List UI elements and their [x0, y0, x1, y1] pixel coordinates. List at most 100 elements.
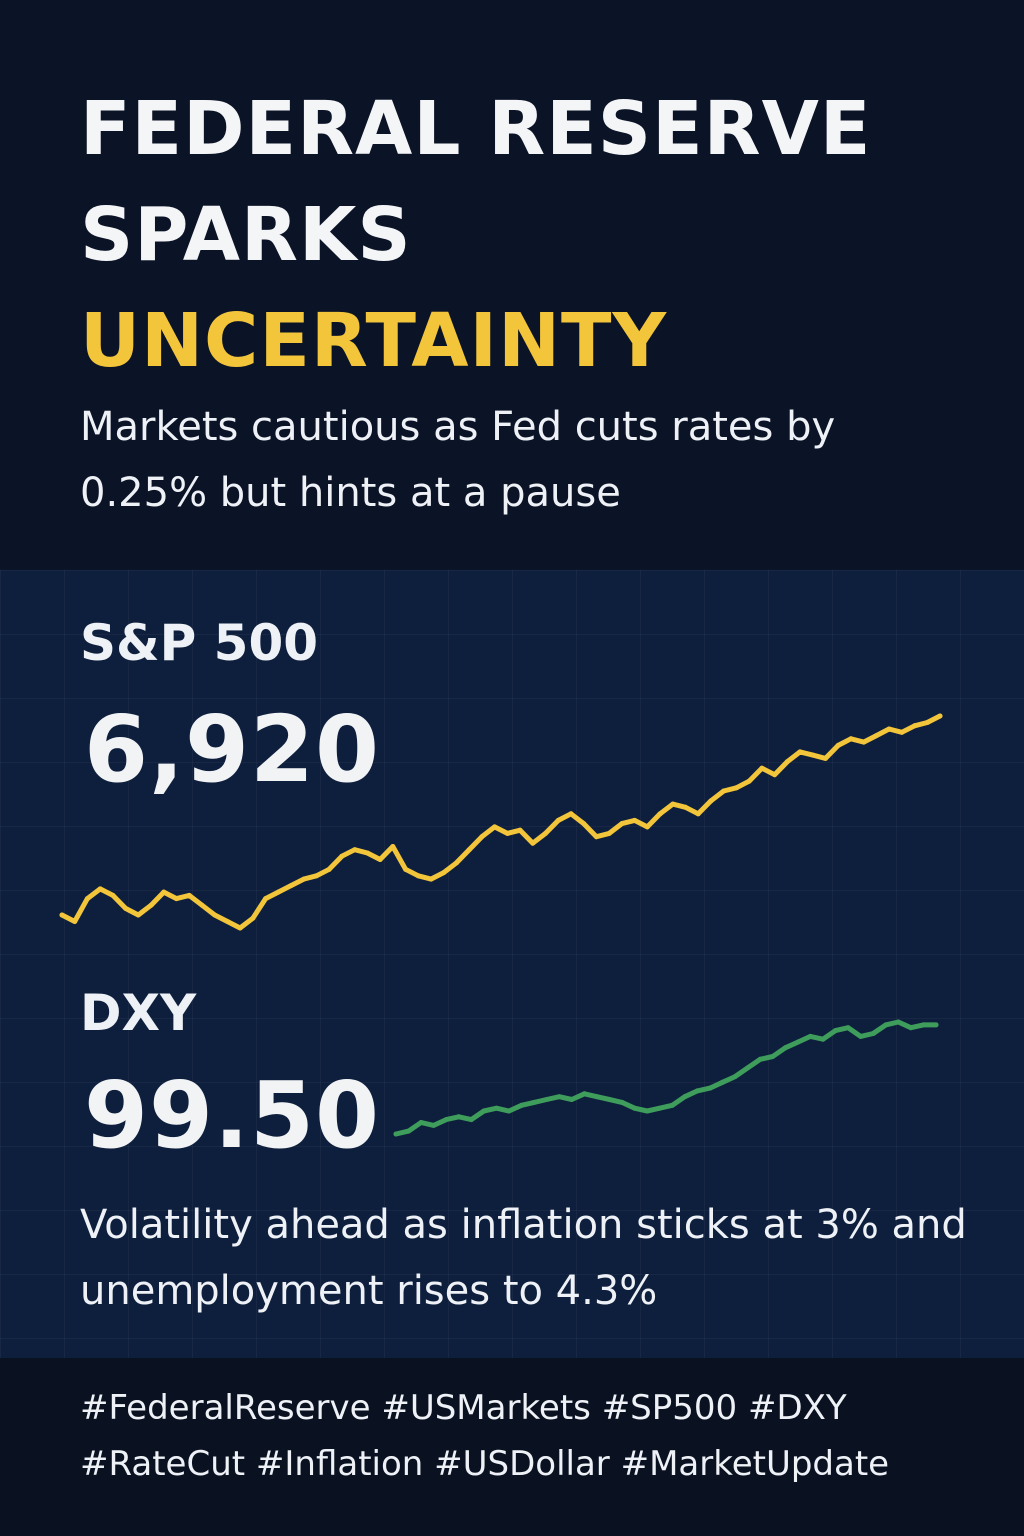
sp500-point-63	[861, 739, 867, 745]
sp500-value: 6,920	[84, 696, 381, 803]
sp500-point-51	[708, 798, 714, 804]
dxy-point-24	[694, 1088, 700, 1094]
dxy-point-14	[569, 1097, 575, 1102]
sp500-point-47	[657, 811, 663, 817]
dxy-point-29	[757, 1056, 763, 1062]
dxy-point-31	[782, 1045, 788, 1051]
sp500-point-34	[492, 824, 498, 830]
sp500-point-1	[72, 919, 78, 924]
dxy-line	[393, 1019, 939, 1137]
dxy-point-20	[644, 1108, 650, 1114]
hashtags-line-2: #RateCut #Inflation #USDollar #MarketUpd…	[80, 1444, 890, 1484]
dxy-label: DXY	[80, 984, 197, 1042]
sp500-point-29	[428, 876, 434, 882]
sp500-point-64	[873, 733, 879, 739]
dxy-point-22	[669, 1102, 675, 1108]
sp500-point-3	[97, 886, 103, 892]
dxy-point-17	[607, 1097, 612, 1102]
dxy-point-26	[720, 1079, 725, 1085]
sp500-point-25	[377, 857, 383, 862]
sp500-label: S&P 500	[80, 614, 319, 672]
dxy-points	[393, 1019, 939, 1137]
dxy-point-27	[732, 1074, 738, 1080]
sp500-point-12	[212, 912, 218, 918]
dxy-point-30	[770, 1054, 776, 1059]
sp500-point-8	[161, 889, 167, 895]
sp500-point-20	[314, 873, 319, 879]
dxy-point-12	[544, 1097, 550, 1102]
dxy-point-13	[556, 1094, 562, 1100]
sp500-point-21	[326, 866, 332, 872]
sp500-point-13	[224, 919, 230, 924]
dxy-point-4	[443, 1117, 449, 1123]
sp500-point-67	[912, 723, 918, 729]
sp500-points	[59, 713, 943, 931]
sp500-point-18	[288, 883, 294, 889]
sp500-point-30	[441, 870, 447, 876]
sp500-point-9	[174, 896, 179, 902]
dxy-point-15	[581, 1091, 587, 1097]
dxy-point-38	[870, 1031, 876, 1036]
sp500-point-68	[924, 720, 930, 725]
dxy-point-40	[895, 1019, 901, 1025]
sp500-point-22	[339, 853, 345, 859]
dxy-point-32	[795, 1039, 801, 1045]
dxy-point-10	[519, 1102, 525, 1108]
sp500-point-65	[886, 726, 892, 732]
sp500-line	[59, 713, 943, 931]
hashtags: #FederalReserve #USMarkets #SP500 #DXY #…	[80, 1380, 980, 1492]
dxy-point-33	[807, 1033, 813, 1039]
dxy-point-6	[468, 1117, 474, 1123]
headline: FEDERAL RESERVE SPARKS UNCERTAINTY	[80, 76, 871, 394]
dxy-point-41	[908, 1025, 914, 1031]
dxy-point-25	[707, 1085, 713, 1091]
sp500-point-5	[123, 905, 129, 911]
sp500-point-50	[695, 811, 701, 817]
sp500-point-62	[848, 736, 854, 742]
footer	[0, 1358, 1024, 1536]
dxy-point-43	[933, 1022, 939, 1028]
dxy-point-7	[481, 1108, 487, 1114]
sp500-point-16	[263, 896, 269, 902]
market-panel	[0, 570, 1024, 1358]
sp500-point-23	[352, 847, 358, 853]
sp500-point-53	[733, 785, 739, 791]
sp500-point-56	[772, 772, 778, 778]
sp500-point-54	[746, 778, 752, 784]
sp500-point-52	[721, 788, 727, 794]
sp500-point-36	[517, 827, 523, 833]
dxy-point-3	[431, 1122, 437, 1128]
sp500-point-15	[250, 915, 256, 921]
header-section	[0, 0, 1024, 570]
hashtags-line-1: #FederalReserve #USMarkets #SP500 #DXY	[80, 1388, 847, 1428]
sp500-point-46	[644, 824, 650, 830]
dxy-point-1	[406, 1128, 412, 1134]
dxy-point-18	[619, 1099, 625, 1105]
sp500-point-48	[670, 801, 676, 807]
dxy-point-8	[494, 1105, 499, 1111]
sp500-point-58	[797, 749, 803, 755]
sp500-point-38	[543, 830, 548, 836]
sp500-point-44	[619, 821, 625, 827]
dxy-point-42	[920, 1022, 926, 1028]
dxy-point-0	[393, 1131, 399, 1137]
sp500-point-32	[466, 847, 472, 853]
sp500-point-61	[835, 742, 841, 748]
sp500-point-60	[823, 755, 828, 761]
sp500-point-57	[784, 759, 790, 765]
sp500-point-24	[364, 850, 370, 856]
sp500-point-69	[937, 713, 943, 719]
headline-line-2: SPARKS	[80, 192, 412, 278]
sp500-point-19	[301, 876, 307, 882]
dxy-point-37	[858, 1033, 864, 1039]
dxy-point-28	[745, 1065, 751, 1071]
dxy-point-11	[531, 1099, 537, 1105]
sp500-point-49	[683, 804, 688, 810]
sp500-point-43	[606, 830, 612, 836]
sp500-point-40	[568, 811, 574, 817]
dxy-value: 99.50	[84, 1062, 381, 1169]
sp500-point-66	[899, 729, 905, 735]
sp500-point-59	[810, 752, 816, 758]
dxy-point-19	[632, 1105, 638, 1111]
